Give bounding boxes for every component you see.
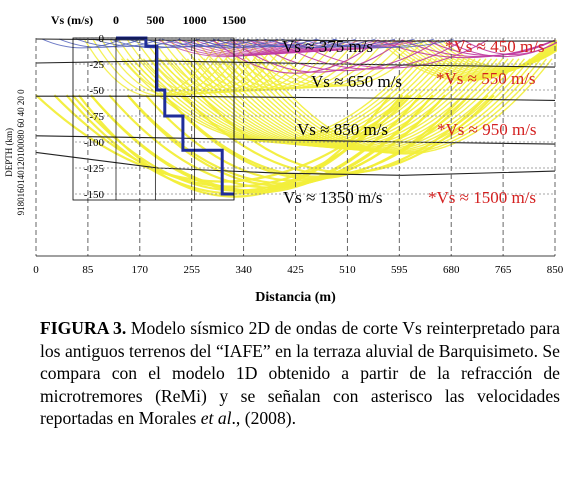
vs-axis-label: Vs (m/s) <box>51 13 93 27</box>
layer-interface <box>35 60 556 68</box>
ray-mid <box>255 39 416 87</box>
seismic-chart: 0 500 1000 1500 Vs (m/s) 0 -25 -50 -75 -100 -125 -1… <box>4 13 564 305</box>
caption-text-end: ., (2008). <box>231 408 297 429</box>
x-tick-label: 170 <box>132 264 149 276</box>
x-tick-label: 255 <box>183 264 200 276</box>
x-tick-label: 510 <box>339 264 356 276</box>
depth-tick-label: -125 <box>84 163 105 175</box>
y-edge-ticks: 9180160140120100080 60 40 20 0 <box>16 89 26 216</box>
ray-mid <box>436 39 557 70</box>
ray-mid <box>411 39 557 75</box>
ray-mid <box>238 39 396 88</box>
ray-mid <box>246 39 406 88</box>
layer-interface <box>36 95 556 101</box>
caption-text: Modelo sísmico 2D de ondas de corte Vs r… <box>40 318 560 429</box>
ray-surface <box>332 38 454 48</box>
ray-mid <box>161 39 308 93</box>
ray-surface <box>212 38 318 48</box>
ray-surface <box>76 38 161 48</box>
ray-surface <box>59 38 142 48</box>
ray-mid <box>118 39 259 95</box>
ray-mid <box>382 39 557 81</box>
x-tick-label: 850 <box>547 264 564 276</box>
ray-mid <box>109 39 250 96</box>
ray-deep <box>200 94 495 174</box>
ray-shallow <box>463 39 557 55</box>
remi-profile-line <box>116 36 234 196</box>
ray-mid <box>416 39 557 74</box>
ray-surface <box>315 38 435 49</box>
ray-mid <box>221 39 376 89</box>
layer-interface <box>35 151 556 176</box>
depth-tick-label: -75 <box>89 111 104 123</box>
vertical-grid <box>35 38 556 256</box>
x-tick-label: 595 <box>391 264 408 276</box>
layer-vs-label: Vs ≈ 650 m/s <box>311 72 402 91</box>
layer-vs-label: Vs ≈ 850 m/s <box>297 120 388 139</box>
velocity-labels: Vs ≈ 375 m/s Vs ≈ 650 m/s Vs ≈ 850 m/s Vs ≈… <box>282 37 545 207</box>
layer-vs-label: Vs ≈ 375 m/s <box>282 37 373 56</box>
ray-mid <box>152 39 298 93</box>
depth-tick-label: -150 <box>84 189 105 201</box>
layer-interfaces <box>35 38 556 176</box>
x-tick-label: 680 <box>443 264 460 276</box>
layer-interface <box>35 135 556 145</box>
depth-tick-label: -25 <box>89 59 104 71</box>
ray-surface <box>178 38 278 49</box>
ray-mid <box>195 39 347 91</box>
ray-deep <box>145 94 446 182</box>
ray-shallow <box>292 39 489 69</box>
ray-mid <box>401 39 557 77</box>
ray-mid <box>229 39 386 89</box>
ray-shallow <box>245 39 396 52</box>
layer-interface <box>35 38 555 42</box>
ray-surface <box>195 38 298 48</box>
ray-mid <box>204 39 357 90</box>
ray-surface <box>264 38 376 48</box>
layer-vs-label: Vs ≈ 1350 m/s <box>283 188 383 207</box>
depth-tick-label: -50 <box>89 85 104 97</box>
ray-surface <box>298 38 415 47</box>
vs-tick-label: 1000 <box>183 13 207 27</box>
ray-deep <box>163 94 471 178</box>
depth-tick-label: 0 <box>99 33 105 45</box>
ray-mid <box>397 39 557 78</box>
figure-caption: FIGURA 3. Modelo sísmico 2D de ondas de … <box>40 317 560 430</box>
caption-italic: et al <box>200 408 232 429</box>
remi-1d-profile <box>116 36 234 196</box>
x-tick-label: 0 <box>33 264 39 276</box>
axes: 0 500 1000 1500 Vs (m/s) 0 -25 -50 -75 -100 -125 -1… <box>4 13 564 305</box>
ray-surface <box>127 38 220 48</box>
vs-tick-label: 1500 <box>222 13 246 27</box>
depth-tick-label: -100 <box>84 137 105 149</box>
x-axis-label: Distancia (m) <box>255 290 336 305</box>
vs-tick-label: 500 <box>146 13 164 27</box>
reported-vs-label: *Vs ≈ 950 m/s <box>437 120 537 139</box>
x-tick-label: 425 <box>287 264 304 276</box>
x-tick-label: 765 <box>495 264 512 276</box>
ray-mid <box>431 39 557 71</box>
y-axis-label: DEPTH (km) <box>4 128 14 177</box>
ray-surface <box>281 38 396 48</box>
x-tick-label: 85 <box>82 264 94 276</box>
reported-vs-label: *Vs ≈ 1500 m/s <box>428 188 536 207</box>
x-tick-label: 340 <box>235 264 252 276</box>
ray-mid <box>101 39 240 96</box>
reported-vs-label: *Vs ≈ 450 m/s <box>445 37 545 56</box>
ray-deep <box>258 58 553 155</box>
caption-label: FIGURA 3. <box>40 318 127 338</box>
ray-surface <box>41 38 122 49</box>
seismic-figure: 0 500 1000 1500 Vs (m/s) 0 -25 -50 -75 -100 -125 -1… <box>4 13 564 305</box>
ray-shallow <box>402 39 556 58</box>
reported-vs-label: *Vs ≈ 550 m/s <box>436 69 536 88</box>
ray-mid <box>392 39 557 79</box>
ray-mid <box>263 39 425 87</box>
vs-tick-label: 0 <box>113 13 119 27</box>
